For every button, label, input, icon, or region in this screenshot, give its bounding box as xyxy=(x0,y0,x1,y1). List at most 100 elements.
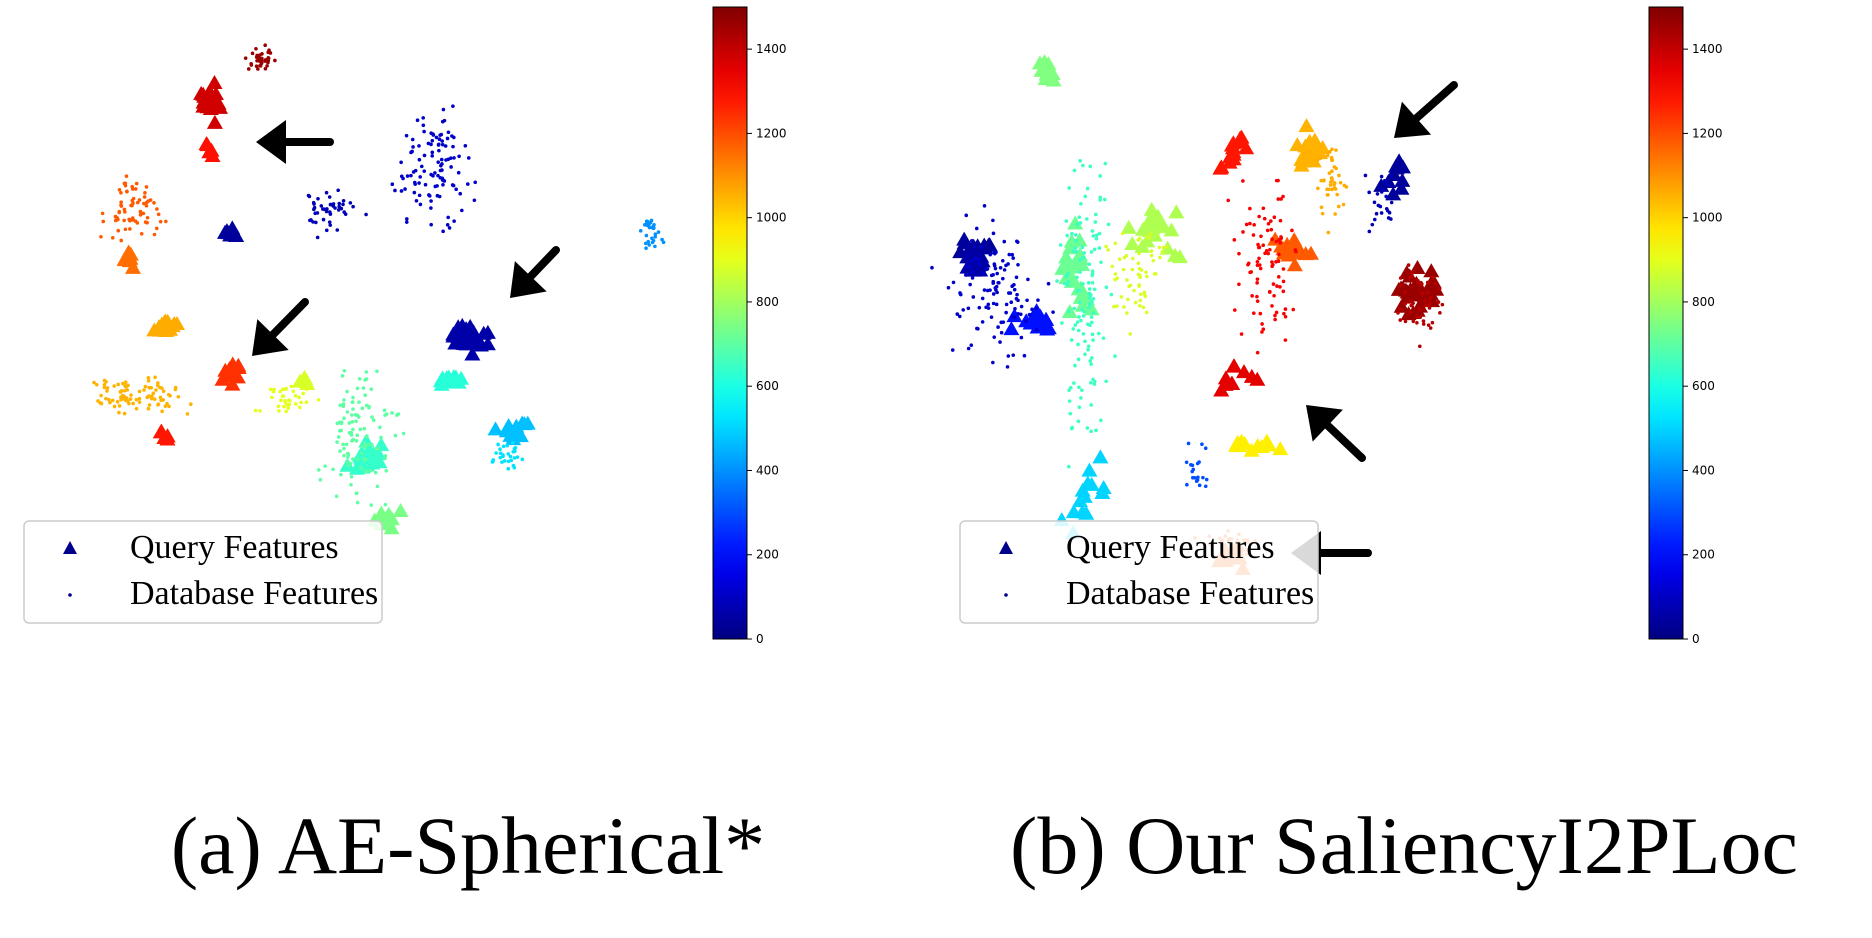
database-point xyxy=(347,421,352,425)
query-point xyxy=(1163,222,1180,237)
database-point xyxy=(375,484,380,489)
database-point xyxy=(393,188,397,193)
database-point xyxy=(1388,183,1392,187)
database-point xyxy=(1117,257,1122,262)
database-point xyxy=(321,217,326,222)
database-point xyxy=(434,135,439,140)
database-point xyxy=(996,325,1000,329)
database-point xyxy=(110,235,115,240)
query-point xyxy=(1286,257,1303,272)
database-point xyxy=(1079,201,1083,206)
database-point xyxy=(1098,174,1103,178)
arrow-head xyxy=(1394,101,1432,138)
database-point xyxy=(995,290,999,295)
query-point xyxy=(1168,204,1185,219)
database-point xyxy=(1438,311,1442,315)
database-point xyxy=(325,207,329,211)
database-point xyxy=(1015,239,1019,244)
database-point xyxy=(1089,250,1094,254)
database-point xyxy=(1010,252,1015,257)
query-point xyxy=(1394,172,1411,187)
database-point xyxy=(1090,280,1095,285)
database-point xyxy=(282,404,286,409)
query-point xyxy=(445,368,462,383)
database-point xyxy=(1034,327,1039,332)
database-point xyxy=(993,251,997,256)
database-point xyxy=(970,276,975,280)
database-point xyxy=(1302,151,1307,155)
database-point xyxy=(1055,279,1059,283)
database-point xyxy=(427,194,432,198)
database-point xyxy=(1291,307,1296,312)
database-point xyxy=(1273,313,1277,318)
database-point xyxy=(1067,399,1072,403)
database-point xyxy=(1201,475,1205,480)
query-point xyxy=(966,261,983,276)
database-point xyxy=(396,412,401,416)
query-point xyxy=(1299,149,1316,164)
query-point xyxy=(1423,263,1440,278)
query-point xyxy=(201,144,218,159)
database-point xyxy=(1418,344,1422,349)
database-point xyxy=(404,220,409,224)
database-point xyxy=(430,154,435,158)
database-point xyxy=(1403,290,1408,295)
query-point xyxy=(1272,441,1289,456)
query-point xyxy=(370,446,387,461)
database-point xyxy=(982,288,987,292)
query-point xyxy=(1074,297,1091,312)
database-point xyxy=(1142,290,1147,295)
database-point xyxy=(357,376,362,381)
query-point xyxy=(1083,476,1100,491)
database-point xyxy=(437,194,442,199)
database-point xyxy=(1130,267,1135,272)
database-point xyxy=(160,409,164,414)
database-point xyxy=(141,211,146,216)
database-point xyxy=(1076,342,1080,347)
database-point xyxy=(1283,307,1288,311)
database-point xyxy=(270,395,274,400)
database-point xyxy=(429,206,433,210)
database-point xyxy=(1157,245,1162,250)
database-point xyxy=(991,292,996,296)
database-point xyxy=(1416,279,1420,283)
query-point xyxy=(1212,160,1229,175)
colorbar-tick-label: 400 xyxy=(756,463,779,477)
database-point xyxy=(1274,178,1279,183)
database-point xyxy=(653,244,657,249)
database-point xyxy=(1264,248,1269,253)
database-point xyxy=(159,398,163,403)
database-point xyxy=(1106,248,1110,252)
database-point xyxy=(450,183,455,187)
database-point xyxy=(376,446,381,451)
database-point xyxy=(383,454,388,458)
query-point xyxy=(1076,488,1093,503)
database-point xyxy=(1138,292,1143,297)
database-point xyxy=(1398,276,1403,280)
database-point xyxy=(1097,231,1102,236)
database-point xyxy=(1075,320,1080,324)
database-point xyxy=(1432,281,1437,286)
database-point xyxy=(258,409,262,413)
database-point xyxy=(107,397,111,402)
colorbar-tick-label: 1200 xyxy=(1692,126,1723,140)
database-point xyxy=(456,170,461,175)
database-point xyxy=(951,280,956,285)
database-point xyxy=(1101,336,1106,340)
database-point xyxy=(1007,291,1011,295)
database-point xyxy=(341,198,346,203)
database-point xyxy=(1092,382,1097,386)
database-point xyxy=(138,210,143,215)
database-point xyxy=(1372,217,1377,222)
database-point xyxy=(1081,282,1085,286)
database-point xyxy=(354,439,359,443)
database-point xyxy=(1269,219,1273,223)
database-point xyxy=(1252,311,1256,315)
database-point xyxy=(1389,200,1394,205)
database-point xyxy=(498,451,503,456)
database-point xyxy=(1087,291,1092,296)
database-point xyxy=(438,175,443,180)
database-point xyxy=(99,401,104,406)
database-point xyxy=(286,406,291,410)
database-point xyxy=(418,175,422,179)
